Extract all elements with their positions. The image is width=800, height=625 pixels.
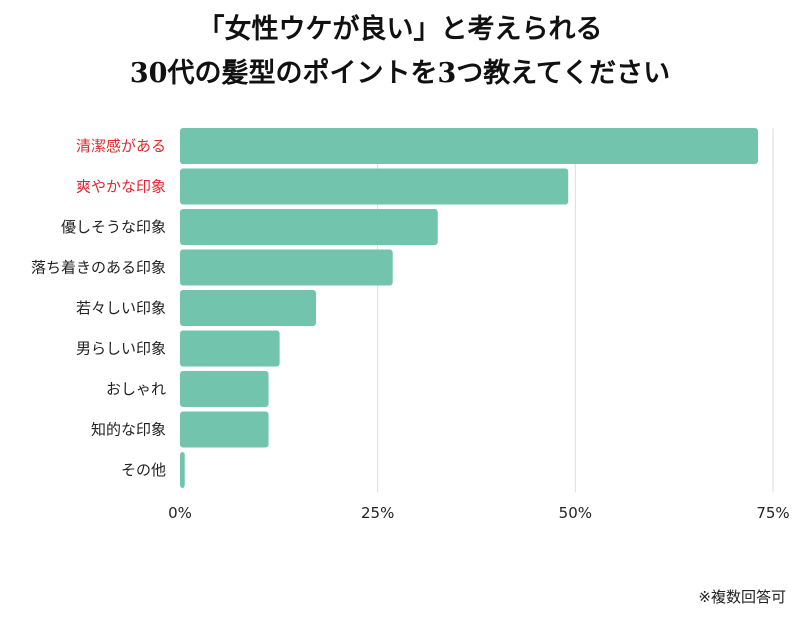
category-label: 優しそうな印象 xyxy=(61,218,166,236)
bar xyxy=(180,371,269,407)
x-tick-label: 25% xyxy=(361,504,394,522)
footnote: ※複数回答可 xyxy=(698,588,786,606)
bar xyxy=(180,128,758,164)
bar xyxy=(180,168,569,205)
x-tick-label: 75% xyxy=(756,504,789,522)
title-line-1: 「女性ウケが良い」と考えられる xyxy=(197,14,603,45)
bar xyxy=(180,249,393,286)
category-label: 爽やかな印象 xyxy=(76,178,166,196)
bar xyxy=(180,290,316,326)
category-label: 若々しい印象 xyxy=(76,299,166,317)
x-tick-label: 50% xyxy=(559,504,592,522)
category-label: その他 xyxy=(121,461,166,479)
category-label: 男らしい印象 xyxy=(76,340,166,358)
bar xyxy=(180,330,280,367)
x-tick-label: 0% xyxy=(168,504,192,522)
category-label: 知的な印象 xyxy=(91,421,166,439)
title-line-2: 30代の髪型のポイントを3つ教えてください xyxy=(129,58,671,89)
bar xyxy=(180,411,269,448)
chart-title: 「女性ウケが良い」と考えられる 30代の髪型のポイントを3つ教えてください xyxy=(0,8,800,96)
category-label: 清潔感がある xyxy=(76,137,166,155)
category-label: おしゃれ xyxy=(106,380,166,398)
bar xyxy=(180,209,438,245)
bar xyxy=(180,452,185,488)
category-label: 落ち着きのある印象 xyxy=(31,259,166,277)
